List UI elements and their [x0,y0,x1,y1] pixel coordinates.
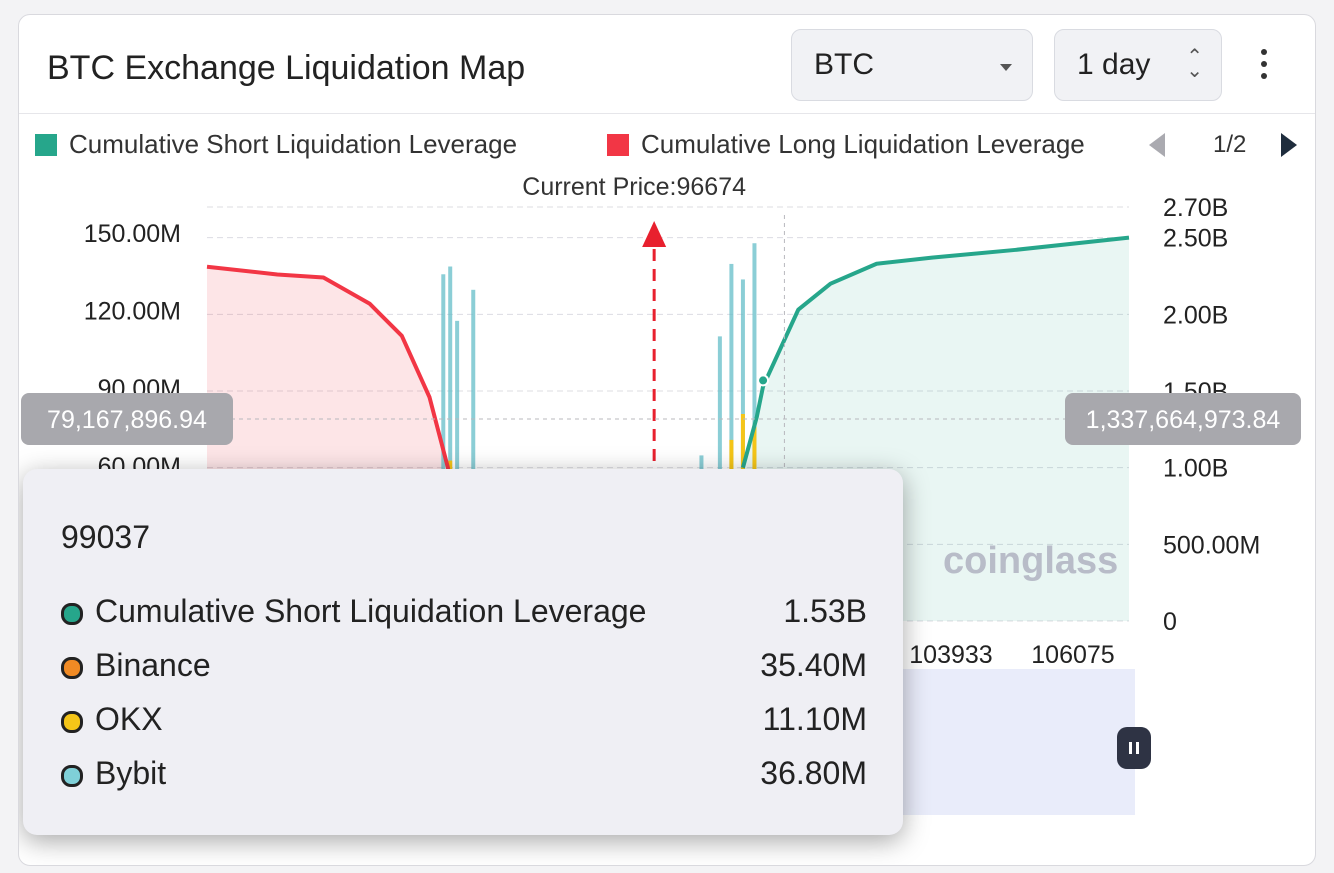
legend-item-short[interactable]: Cumulative Short Liquidation Leverage [35,129,517,160]
tooltip-dot-okx [61,711,83,733]
pause-icon[interactable] [1117,727,1151,769]
y-right-tick: 500.00M [1163,531,1260,559]
legend-label-long: Cumulative Long Liquidation Leverage [641,129,1085,159]
chart-tooltip: 99037 Cumulative Short Liquidation Lever… [23,469,903,835]
chart-legend: Cumulative Short Liquidation Leverage Cu… [19,125,1315,165]
y-right-tick: 2.50B [1163,225,1228,253]
tooltip-title: 99037 [61,519,150,555]
legend-swatch-short [35,134,57,156]
bar-bybit [471,289,476,621]
more-menu-icon[interactable] [1254,45,1274,89]
legend-pager: 1/2 [1129,125,1315,165]
current-price-arrow-icon [642,221,667,247]
time-range-select[interactable]: 1 day ⌃ ⌄ [1054,29,1222,101]
bar-bybit [448,266,453,621]
watermark-logo: coinglass [943,540,1118,582]
crosshair-left-value: 79,167,896.94 [47,406,207,434]
chart-lines [206,235,1130,622]
tooltip-label: OKX [95,701,163,737]
y-left-tick: 120.00M [84,298,181,326]
y-left-tick: 150.00M [84,220,181,248]
crosshair-right-value: 1,337,664,973.84 [1086,406,1281,434]
tooltip-value: 35.40M [760,647,867,683]
tooltip-row-short: Cumulative Short Liquidation Leverage 1.… [61,593,867,633]
legend-label-short: Cumulative Short Liquidation Leverage [69,129,518,159]
tooltip-dot-short [61,603,83,625]
x-tick: 103933 [909,641,992,669]
x-tick: 106075 [1031,641,1114,669]
short-liquidation-line [741,235,1130,469]
tooltip-label: Cumulative Short Liquidation Leverage [95,593,647,629]
tooltip-value: 36.80M [760,755,867,791]
tooltip-row-okx: OKX 11.10M [61,701,867,741]
tooltip-value: 11.10M [762,701,867,737]
tooltip-dot-bybit [61,765,83,787]
time-range-value: 1 day [1077,48,1151,81]
y-right-tick: 0 [1163,608,1177,636]
coin-select[interactable]: BTC [791,29,1033,101]
tooltip-label: Bybit [95,755,167,791]
tooltip-row-binance: Binance 35.40M [61,647,867,687]
legend-next-icon [1281,133,1297,157]
long-liquidation-line [206,264,473,622]
crosshair-left-chip [21,393,233,445]
legend-page-indicator: 1/2 [1213,131,1247,158]
tooltip-row-bybit: Bybit 36.80M [61,755,867,795]
chevron-down-icon [1000,64,1012,71]
card-header: BTC Exchange Liquidation Map BTC 1 day ⌃… [19,15,1315,114]
coin-select-value: BTC [814,48,874,81]
crosshair-right-chip [1065,393,1301,445]
liquidation-map-card: BTC Exchange Liquidation Map BTC 1 day ⌃… [18,14,1316,866]
legend-prev-icon [1149,133,1165,157]
legend-item-long[interactable]: Cumulative Long Liquidation Leverage [607,129,1085,160]
legend-swatch-long [607,134,629,156]
tooltip-dot-binance [61,657,83,679]
up-down-icon: ⌃ ⌄ [1186,46,1203,82]
current-price-label: Current Price:96674 [522,173,746,201]
tooltip-value: 1.53B [783,593,867,629]
page-title: BTC Exchange Liquidation Map [47,49,526,87]
y-right-tick: 1.00B [1163,455,1228,483]
y-right-tick: 2.00B [1163,301,1228,329]
zoom-navigator [903,669,1135,815]
crosshair-point [757,374,770,387]
y-right-tick: 2.70B [1163,194,1228,222]
tooltip-label: Binance [95,647,211,683]
